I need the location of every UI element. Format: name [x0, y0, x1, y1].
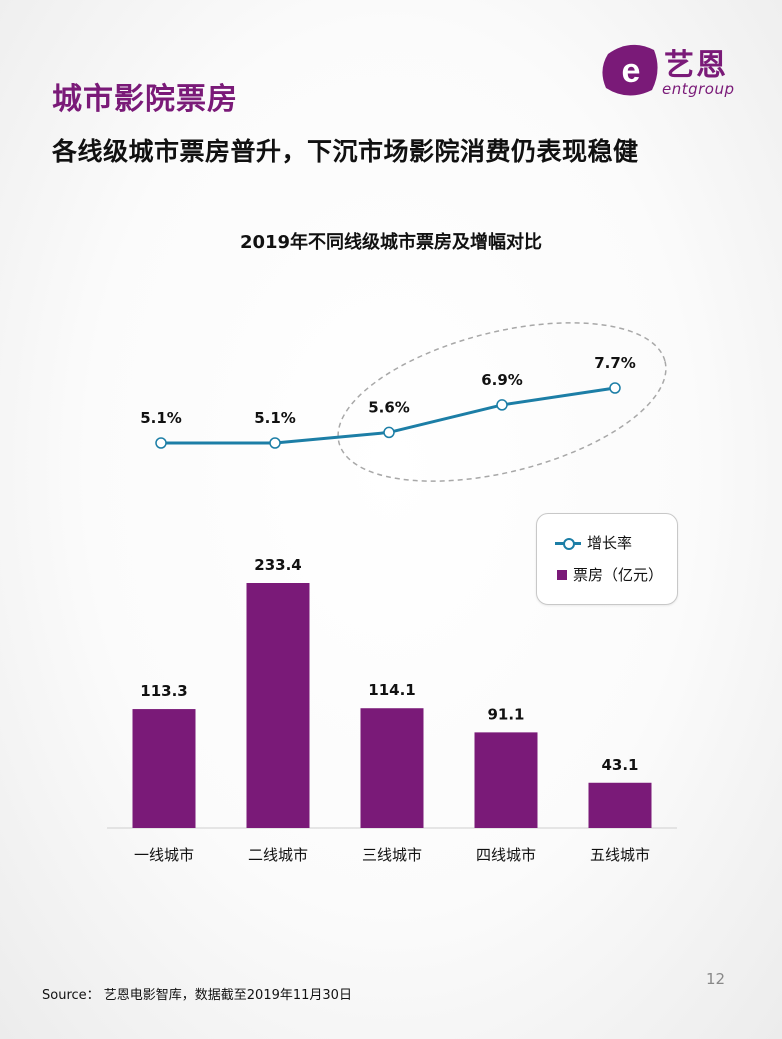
- legend-label-boxoffice: 票房（亿元）: [573, 566, 664, 584]
- growth-value-label-5: 7.7%: [594, 354, 636, 372]
- x-tick-label-4: 四线城市: [476, 846, 536, 864]
- chart-legend: 增长率 票房（亿元）: [536, 513, 678, 605]
- x-tick-label-2: 二线城市: [248, 846, 308, 864]
- legend-label-growth: 增长率: [587, 534, 633, 552]
- logo-en-text: entgroup: [662, 80, 735, 98]
- bar-1: [132, 709, 196, 828]
- bar-value-label-4: 91.1: [487, 705, 524, 723]
- line-marker-icon: [555, 536, 581, 550]
- highlight-ellipse: [337, 322, 667, 482]
- legend-item-growth: 增长率: [555, 532, 632, 553]
- bar-swatch-icon: [557, 569, 567, 580]
- growth-value-label-3: 5.6%: [368, 398, 410, 416]
- growth-point-4: [496, 399, 508, 411]
- bar-2: [246, 583, 310, 828]
- x-tick-label-3: 三线城市: [362, 846, 422, 864]
- bar-4: [474, 732, 538, 828]
- bar-5: [588, 782, 652, 828]
- bar-value-label-5: 43.1: [601, 756, 638, 774]
- bar-3: [360, 708, 424, 828]
- growth-value-label-4: 6.9%: [481, 371, 523, 389]
- entgroup-logo: e 艺恩 entgroup: [600, 40, 760, 100]
- growth-point-1: [155, 437, 167, 449]
- growth-value-label-2: 5.1%: [254, 409, 296, 427]
- chart-title: 2019年不同线级城市票房及增幅对比: [239, 232, 543, 253]
- logo-cn-text: 艺恩: [664, 48, 728, 83]
- source-note: Source： 艺恩电影智库，数据截至2019年11月30日: [42, 988, 352, 1003]
- growth-value-label-1: 5.1%: [140, 409, 182, 427]
- bar-value-label-2: 233.4: [254, 556, 301, 574]
- growth-point-5: [609, 382, 621, 394]
- headline: 各线级城市票房普升，下沉市场影院消费仍表现稳健: [52, 137, 639, 166]
- x-tick-label-5: 五线城市: [590, 846, 650, 864]
- logo-glyph: e: [622, 52, 641, 90]
- logo-mark-icon: e: [602, 44, 658, 96]
- legend-item-boxoffice: 票房（亿元）: [555, 564, 663, 585]
- growth-point-3: [383, 426, 395, 439]
- growth-point-2: [269, 437, 281, 449]
- x-tick-label-1: 一线城市: [134, 846, 194, 864]
- bar-value-label-1: 113.3: [140, 682, 187, 700]
- page-number: 12: [706, 970, 726, 988]
- bar-value-label-3: 114.1: [368, 681, 415, 699]
- section-title: 城市影院票房: [52, 82, 238, 117]
